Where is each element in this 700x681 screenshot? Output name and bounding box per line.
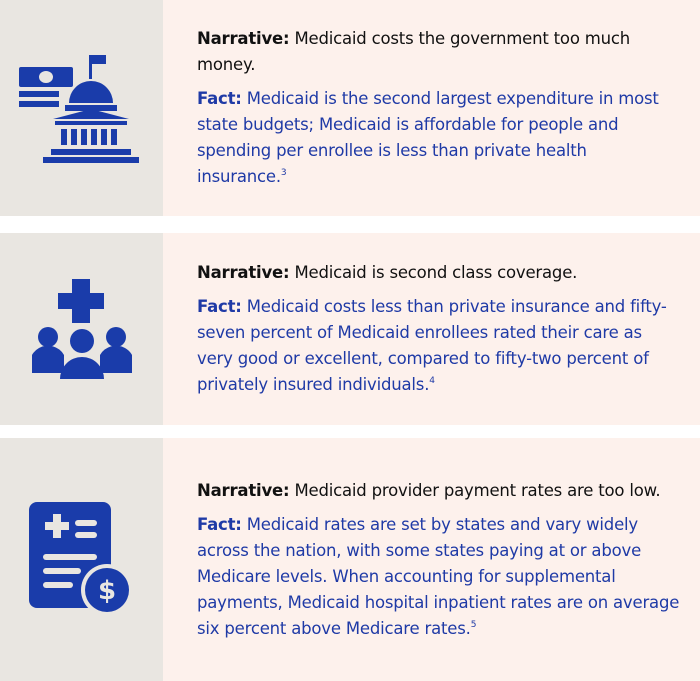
row: Narrative: Medicaid is second class cove… [0,233,700,425]
footnote: 5 [470,619,477,630]
narrative: Narrative: Medicaid costs the government… [197,26,680,78]
icon-panel [0,233,163,425]
people-icon [31,279,132,379]
narrative-text: Medicaid is second class coverage. [294,263,578,282]
fact-label: Fact: [197,514,242,534]
narrative-text: Medicaid provider payment rates are too … [294,480,661,500]
text-panel: Narrative: Medicaid provider payment rat… [163,438,700,681]
fact: Fact: Medicaid costs less than private i… [197,294,680,398]
text-panel: Narrative: Medicaid is second class cove… [163,233,700,425]
fact-label: Fact: [197,89,242,108]
government-icon [18,55,139,163]
row: $ Narrative: Medicaid provider payment r… [0,438,700,681]
fact: Fact: Medicaid is the second largest exp… [197,86,680,190]
svg-text:$: $ [97,576,115,606]
narrative: Narrative: Medicaid provider payment rat… [197,478,680,504]
narrative-label: Narrative: [197,29,290,48]
narrative-text: Medicaid costs the government too much m… [197,29,631,74]
fact: Fact: Medicaid rates are set by states a… [197,512,680,642]
row: Narrative: Medicaid costs the government… [0,0,700,216]
bill-icon: $ [28,501,133,616]
narrative-label: Narrative: [197,480,290,500]
footnote: 3 [280,168,287,178]
text-panel: Narrative: Medicaid costs the government… [163,0,700,216]
narrative: Narrative: Medicaid is second class cove… [197,260,680,286]
icon-panel [0,0,163,216]
icon-panel: $ [0,438,163,681]
fact-text: Medicaid rates are set by states and var… [197,514,680,638]
fact-text: Medicaid costs less than private insuran… [197,297,667,394]
fact-text: Medicaid is the second largest expenditu… [197,89,659,186]
footnote: 4 [429,376,435,386]
narrative-label: Narrative: [197,263,290,282]
fact-label: Fact: [197,297,242,316]
